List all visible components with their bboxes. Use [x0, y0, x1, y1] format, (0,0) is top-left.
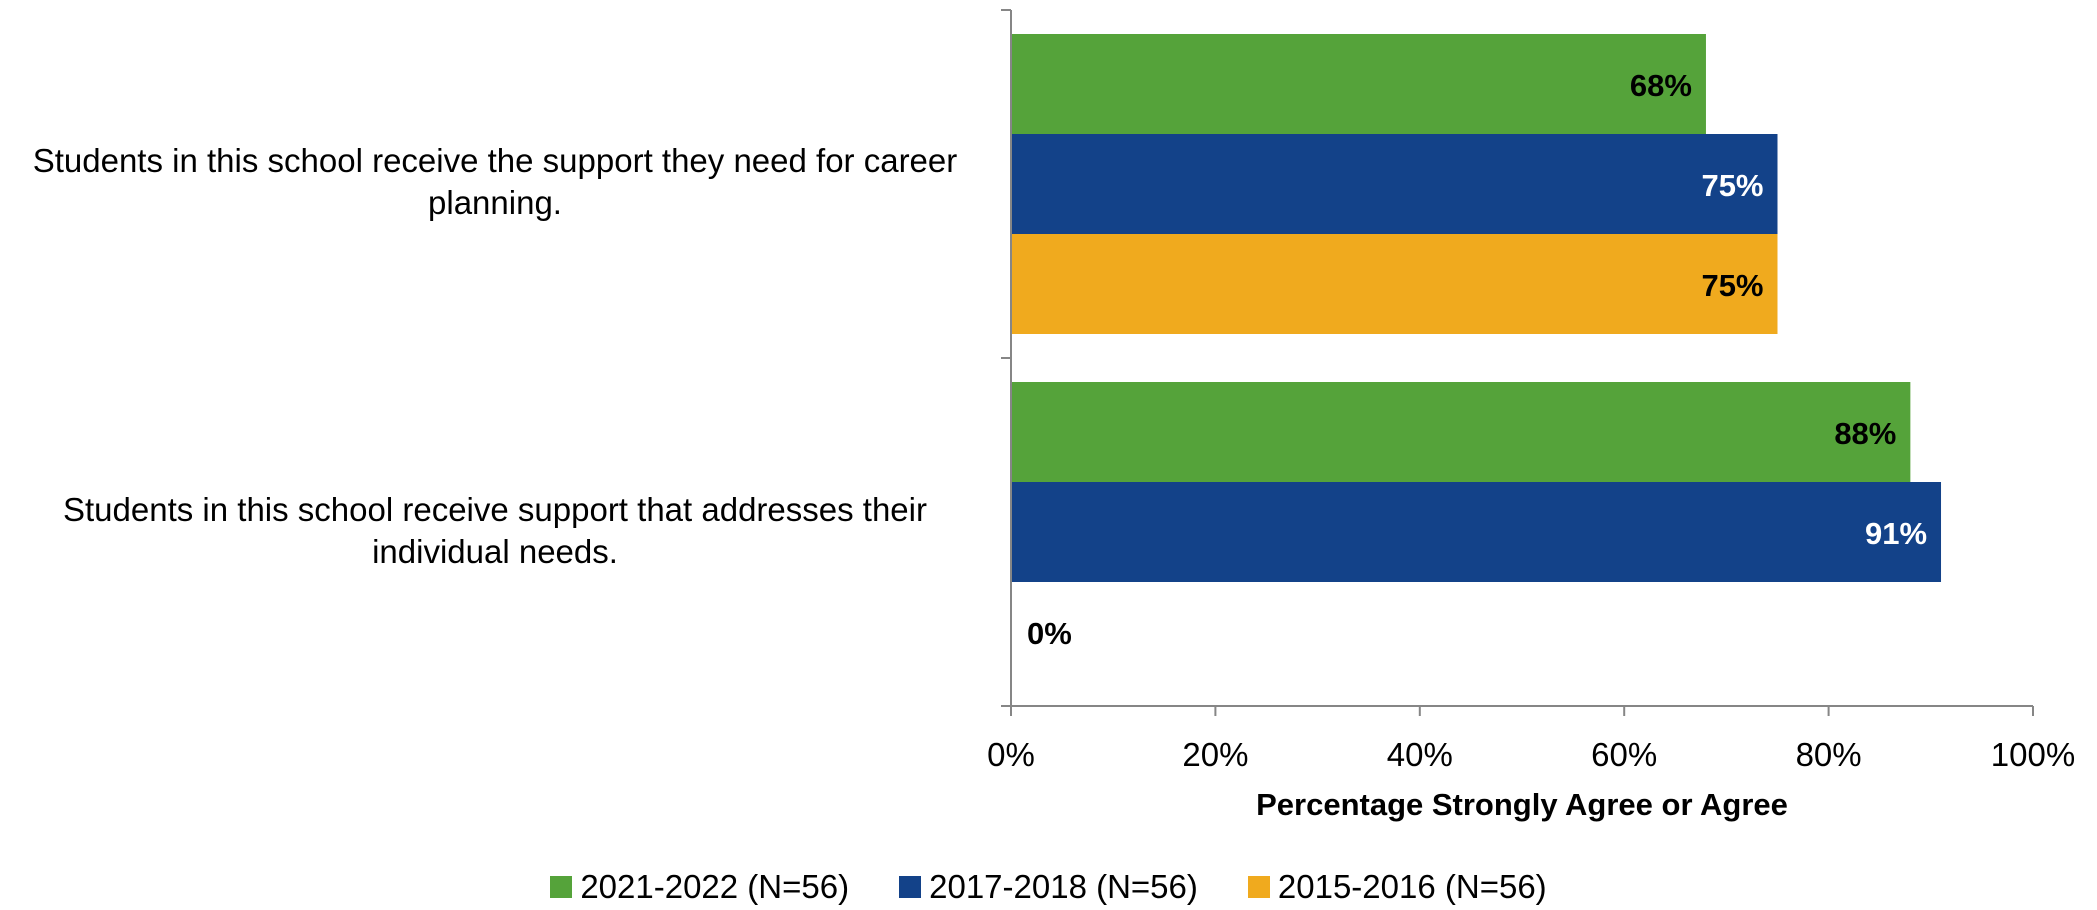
category-label-individual-needs: Students in this school receive support …: [63, 491, 927, 570]
legend-label-2021-2022: 2021-2022 (N=56): [580, 868, 850, 905]
bar-1-1: [1011, 482, 1942, 582]
data-label-0-1: 75%: [1701, 168, 1763, 203]
data-label-1-0: 88%: [1834, 416, 1896, 451]
x-tick-label-0: 0%: [987, 736, 1035, 773]
legend-label-2017-2018: 2017-2018 (N=56): [929, 868, 1198, 905]
x-tick-label-3: 60%: [1591, 736, 1657, 773]
legend-swatch-2021-2022: [550, 876, 573, 898]
data-label-1-2: 0%: [1027, 616, 1072, 651]
x-tick-label-5: 100%: [1991, 736, 2075, 773]
data-label-0-2: 75%: [1701, 268, 1763, 303]
data-label-1-1: 91%: [1865, 516, 1927, 551]
legend-item-2017-2018: 2017-2018 (N=56): [899, 868, 1198, 906]
legend-item-2015-2016: 2015-2016 (N=56): [1247, 868, 1547, 906]
x-tick-label-4: 80%: [1796, 736, 1862, 773]
legend-swatch-2017-2018: [899, 876, 922, 898]
bar-0-2: [1011, 234, 1778, 334]
data-label-0-0: 68%: [1630, 68, 1692, 103]
legend: 2021-2022 (N=56) 2017-2018 (N=56) 2015-2…: [0, 868, 2097, 906]
x-tick-label-1: 20%: [1182, 736, 1248, 773]
legend-item-2021-2022: 2021-2022 (N=56): [550, 868, 849, 906]
category-label-career-planning: Students in this school receive the supp…: [32, 142, 958, 221]
bar-0-0: [1011, 34, 1706, 134]
x-tick-label-2: 40%: [1387, 736, 1453, 773]
bar-0-1: [1011, 134, 1778, 234]
legend-swatch-2015-2016: [1247, 876, 1270, 898]
x-axis-title: Percentage Strongly Agree or Agree: [1256, 787, 1788, 822]
legend-label-2015-2016: 2015-2016 (N=56): [1277, 868, 1547, 905]
bar-1-0: [1011, 382, 1911, 482]
